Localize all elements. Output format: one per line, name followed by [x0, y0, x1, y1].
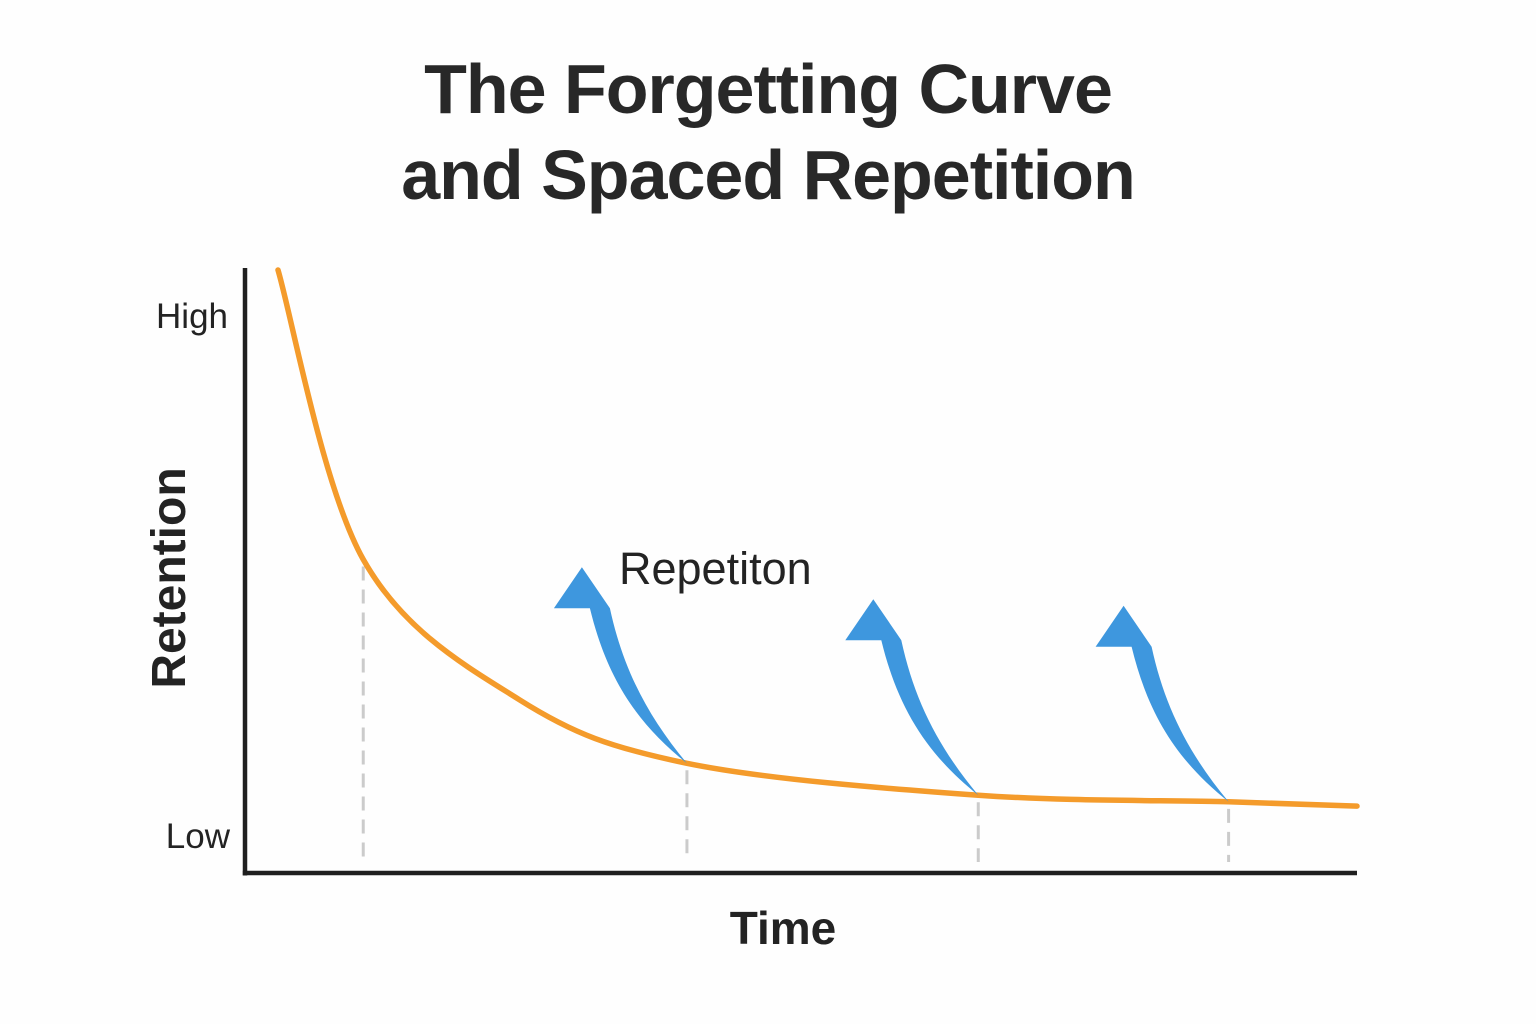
y-tick-high-label: High	[156, 297, 228, 336]
x-axis-title: Time	[729, 902, 837, 954]
repetition-arrow-3	[1095, 605, 1229, 802]
repetition-arrow-2	[845, 599, 979, 796]
y-tick-low-label: Low	[165, 817, 230, 856]
y-axis-title: Retention	[143, 467, 196, 689]
chart-title-line1: The Forgetting Curve	[424, 50, 1113, 128]
repetition-annotation: Repetiton	[619, 543, 812, 594]
repetition-arrow-1	[553, 567, 687, 764]
chart-title: The Forgetting Curve and Spaced Repetiti…	[0, 46, 1536, 218]
forgetting-curve-line	[275, 267, 1360, 809]
chart-title-line2: and Spaced Repetition	[401, 136, 1136, 214]
